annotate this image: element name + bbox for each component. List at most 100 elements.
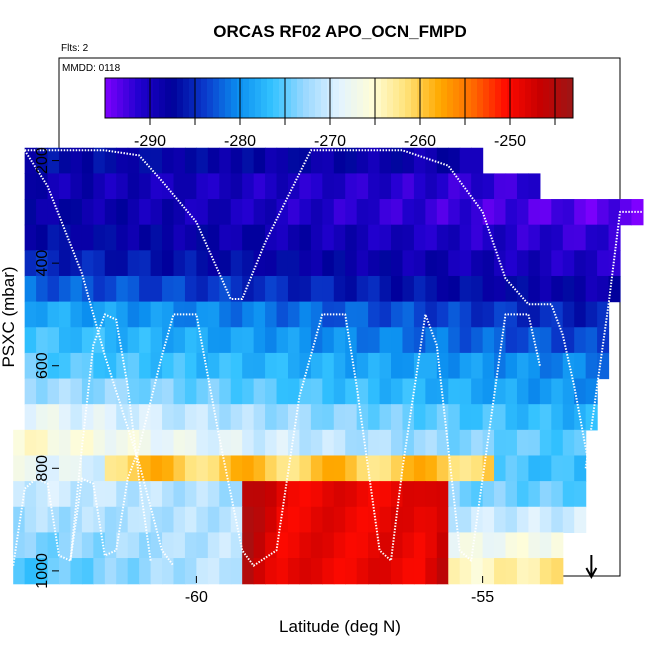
- heatmap-cell: [173, 147, 186, 174]
- heatmap-cell: [608, 199, 621, 226]
- heatmap-cell: [448, 481, 461, 508]
- heatmap-cell: [413, 378, 426, 405]
- heatmap-cell: [482, 250, 495, 277]
- heatmap-cell: [242, 404, 255, 431]
- heatmap-cell: [230, 173, 243, 200]
- heatmap-cell: [562, 301, 575, 328]
- heatmap-cell: [425, 275, 438, 303]
- heatmap-cell: [482, 301, 495, 328]
- heatmap-cell: [539, 250, 552, 277]
- heatmap-cell: [368, 224, 381, 251]
- heatmap-cell: [459, 506, 472, 533]
- heatmap-cell: [436, 558, 449, 585]
- heatmap-cell: [184, 481, 197, 508]
- heatmap-cell: [356, 352, 369, 380]
- heatmap-cell: [494, 301, 507, 328]
- heatmap-cell: [299, 558, 312, 585]
- heatmap-cell: [413, 429, 426, 457]
- heatmap-cell: [116, 481, 129, 508]
- heatmap-cell: [333, 481, 346, 508]
- heatmap-cell: [36, 224, 49, 251]
- heatmap-cell: [471, 173, 484, 200]
- heatmap-cell: [253, 250, 266, 277]
- heatmap-cell: [104, 301, 117, 328]
- heatmap-cell: [150, 147, 163, 174]
- heatmap-cell: [93, 558, 106, 585]
- heatmap-cell: [81, 506, 94, 533]
- colorbar-swatch: [393, 78, 400, 118]
- flights-label: Flts: 2: [61, 43, 89, 54]
- heatmap-cell: [413, 147, 426, 174]
- heatmap-cell: [471, 481, 484, 508]
- heatmap-cell: [436, 506, 449, 533]
- heatmap-cell: [59, 224, 72, 251]
- heatmap-cell: [482, 378, 495, 405]
- heatmap-cell: [162, 429, 175, 457]
- heatmap-cell: [471, 455, 484, 482]
- heatmap-cell: [162, 147, 175, 174]
- heatmap-cell: [516, 404, 530, 431]
- heatmap-cell: [104, 352, 117, 380]
- heatmap-cell: [391, 532, 404, 559]
- heatmap-cell: [104, 404, 117, 431]
- heatmap-cell: [150, 173, 163, 200]
- heatmap-cell: [471, 250, 484, 277]
- heatmap-cell: [551, 378, 564, 405]
- heatmap-cell: [81, 404, 94, 431]
- heatmap-cell: [265, 481, 278, 508]
- heatmap-cell: [230, 481, 243, 508]
- heatmap-cell: [345, 506, 358, 533]
- heatmap-cell: [184, 352, 197, 380]
- heatmap-cell: [425, 481, 438, 508]
- heatmap-cell: [459, 327, 472, 354]
- heatmap-cell: [93, 173, 106, 200]
- heatmap-cell: [471, 275, 484, 303]
- heatmap-cell: [276, 173, 289, 200]
- colorbar-swatch: [399, 78, 406, 118]
- heatmap-cell: [345, 378, 358, 405]
- heatmap-cell: [505, 506, 518, 533]
- colorbar-swatch: [201, 78, 208, 118]
- heatmap-cell: [196, 481, 209, 508]
- colorbar-swatch: [123, 78, 130, 118]
- heatmap-cell: [59, 532, 72, 559]
- heatmap-cell: [70, 250, 83, 277]
- heatmap-cell: [379, 558, 392, 585]
- colorbar-swatch: [129, 78, 136, 118]
- heatmap-cell: [59, 250, 72, 277]
- heatmap-cell: [551, 455, 564, 482]
- colorbar-swatch: [549, 78, 556, 118]
- heatmap-cell: [391, 250, 404, 277]
- heatmap-cell: [448, 173, 461, 200]
- heatmap-cell: [539, 378, 552, 405]
- colorbar-swatch: [525, 78, 532, 118]
- heatmap-cell: [551, 199, 564, 226]
- heatmap-cell: [287, 506, 301, 533]
- heatmap-cell: [162, 224, 175, 251]
- heatmap-cell: [207, 224, 220, 251]
- heatmap-cell: [70, 404, 83, 431]
- heatmap-cell: [196, 506, 209, 533]
- heatmap-cell: [528, 455, 541, 482]
- heatmap-cell: [47, 378, 60, 405]
- heatmap-cell: [482, 455, 495, 482]
- heatmap-cell: [150, 481, 163, 508]
- heatmap-cell: [482, 532, 495, 559]
- heatmap-cell: [230, 250, 243, 277]
- heatmap-cell: [402, 250, 415, 277]
- heatmap-cell: [196, 352, 209, 380]
- heatmap-cell: [150, 327, 163, 354]
- heatmap-cell: [539, 352, 552, 380]
- heatmap-cell: [425, 404, 438, 431]
- heatmap-cell: [287, 301, 301, 328]
- heatmap-cell: [494, 224, 507, 251]
- heatmap-cell: [219, 481, 232, 508]
- heatmap-cell: [299, 404, 312, 431]
- heatmap-cell: [207, 147, 220, 174]
- heatmap-cell: [482, 199, 495, 226]
- heatmap-cell: [287, 429, 301, 457]
- colorbar-swatch: [543, 78, 550, 118]
- heatmap-cell: [70, 199, 83, 226]
- heatmap-cell: [597, 275, 610, 303]
- heatmap-cell: [494, 532, 507, 559]
